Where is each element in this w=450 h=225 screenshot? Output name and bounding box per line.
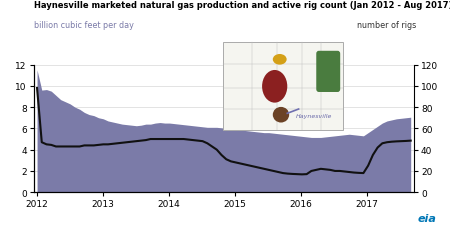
FancyBboxPatch shape [223,43,343,131]
Ellipse shape [273,55,287,65]
Ellipse shape [273,107,289,123]
Text: number of rigs: number of rigs [357,21,416,30]
Ellipse shape [262,71,287,103]
Text: Haynesville marketed natural gas production and active rig count (Jan 2012 - Aug: Haynesville marketed natural gas product… [34,1,450,10]
Text: billion cubic feet per day: billion cubic feet per day [34,21,134,30]
FancyBboxPatch shape [316,52,340,92]
Text: eia: eia [418,213,436,223]
Text: Haynesville: Haynesville [296,114,333,119]
